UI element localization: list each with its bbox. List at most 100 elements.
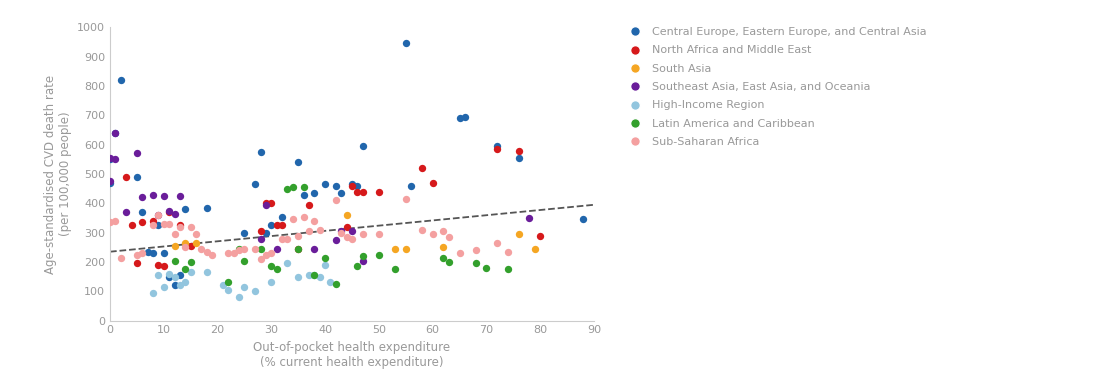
Point: [424, 231, 441, 237]
Point: [101, 156, 119, 163]
Point: [133, 209, 151, 215]
Point: [220, 250, 238, 256]
Point: [278, 260, 296, 267]
Point: [252, 228, 270, 234]
Point: [289, 159, 307, 165]
Point: [531, 232, 549, 239]
Point: [349, 188, 366, 195]
Point: [424, 179, 441, 186]
Point: [343, 235, 361, 242]
Point: [273, 222, 290, 228]
Point: [403, 183, 420, 189]
Point: [155, 193, 173, 199]
Point: [166, 243, 184, 249]
Point: [144, 191, 162, 197]
Point: [434, 228, 452, 234]
Point: [343, 228, 361, 234]
Point: [150, 222, 167, 228]
Point: [278, 235, 296, 242]
Point: [451, 250, 469, 256]
Point: [300, 228, 318, 234]
Point: [123, 222, 141, 228]
Point: [466, 260, 484, 267]
Point: [338, 212, 355, 218]
Point: [332, 228, 350, 234]
Point: [338, 234, 355, 240]
Legend: Central Europe, Eastern Europe, and Central Asia, North Africa and Middle East, : Central Europe, Eastern Europe, and Cent…: [624, 27, 926, 147]
Point: [306, 246, 323, 252]
Point: [155, 221, 173, 227]
Point: [235, 284, 253, 290]
Point: [161, 209, 178, 215]
Point: [133, 219, 151, 226]
Point: [257, 200, 275, 206]
Point: [107, 156, 124, 163]
Point: [278, 185, 296, 192]
Point: [268, 222, 286, 228]
Point: [150, 272, 167, 278]
Point: [176, 266, 194, 273]
Point: [101, 219, 119, 226]
Point: [107, 130, 124, 136]
Point: [327, 197, 344, 203]
Point: [510, 147, 528, 154]
Point: [327, 183, 344, 189]
Point: [166, 282, 184, 289]
Point: [414, 226, 431, 233]
Point: [133, 194, 151, 201]
Point: [370, 231, 387, 237]
Point: [118, 174, 135, 180]
Point: [144, 290, 162, 296]
Point: [150, 212, 167, 218]
Point: [112, 77, 130, 83]
Point: [176, 206, 194, 212]
Point: [235, 230, 253, 236]
Point: [182, 269, 199, 275]
Point: [370, 188, 387, 195]
Point: [192, 246, 210, 252]
Y-axis label: Age-standardised CVD death rate
(per 100,000 people): Age-standardised CVD death rate (per 100…: [44, 74, 72, 274]
Point: [128, 260, 145, 267]
Point: [220, 279, 238, 285]
Point: [300, 202, 318, 208]
Point: [155, 263, 173, 269]
Point: [144, 250, 162, 256]
Point: [101, 155, 119, 161]
Point: [311, 226, 329, 233]
Point: [101, 178, 119, 185]
Point: [257, 230, 275, 236]
Point: [166, 231, 184, 237]
Point: [198, 204, 216, 211]
Point: [354, 253, 372, 259]
Point: [386, 246, 404, 252]
Point: [224, 250, 242, 256]
Point: [306, 218, 323, 224]
Point: [252, 246, 270, 252]
Point: [128, 150, 145, 156]
Point: [386, 266, 404, 273]
Point: [118, 209, 135, 215]
Point: [257, 202, 275, 208]
X-axis label: Out-of-pocket health expenditure
(% current health expenditure): Out-of-pocket health expenditure (% curr…: [253, 341, 451, 369]
Point: [440, 234, 458, 240]
Point: [176, 244, 194, 251]
Point: [343, 183, 361, 189]
Point: [172, 222, 189, 228]
Point: [327, 237, 344, 243]
Point: [155, 250, 173, 256]
Point: [263, 279, 280, 285]
Point: [187, 240, 205, 246]
Point: [263, 250, 280, 256]
Point: [230, 246, 248, 252]
Point: [488, 143, 506, 149]
Point: [397, 40, 415, 47]
Point: [343, 181, 361, 187]
Point: [257, 251, 275, 258]
Point: [397, 246, 415, 252]
Point: [466, 247, 484, 253]
Point: [510, 231, 528, 237]
Point: [107, 218, 124, 224]
Point: [284, 216, 301, 222]
Point: [166, 210, 184, 217]
Point: [273, 213, 290, 220]
